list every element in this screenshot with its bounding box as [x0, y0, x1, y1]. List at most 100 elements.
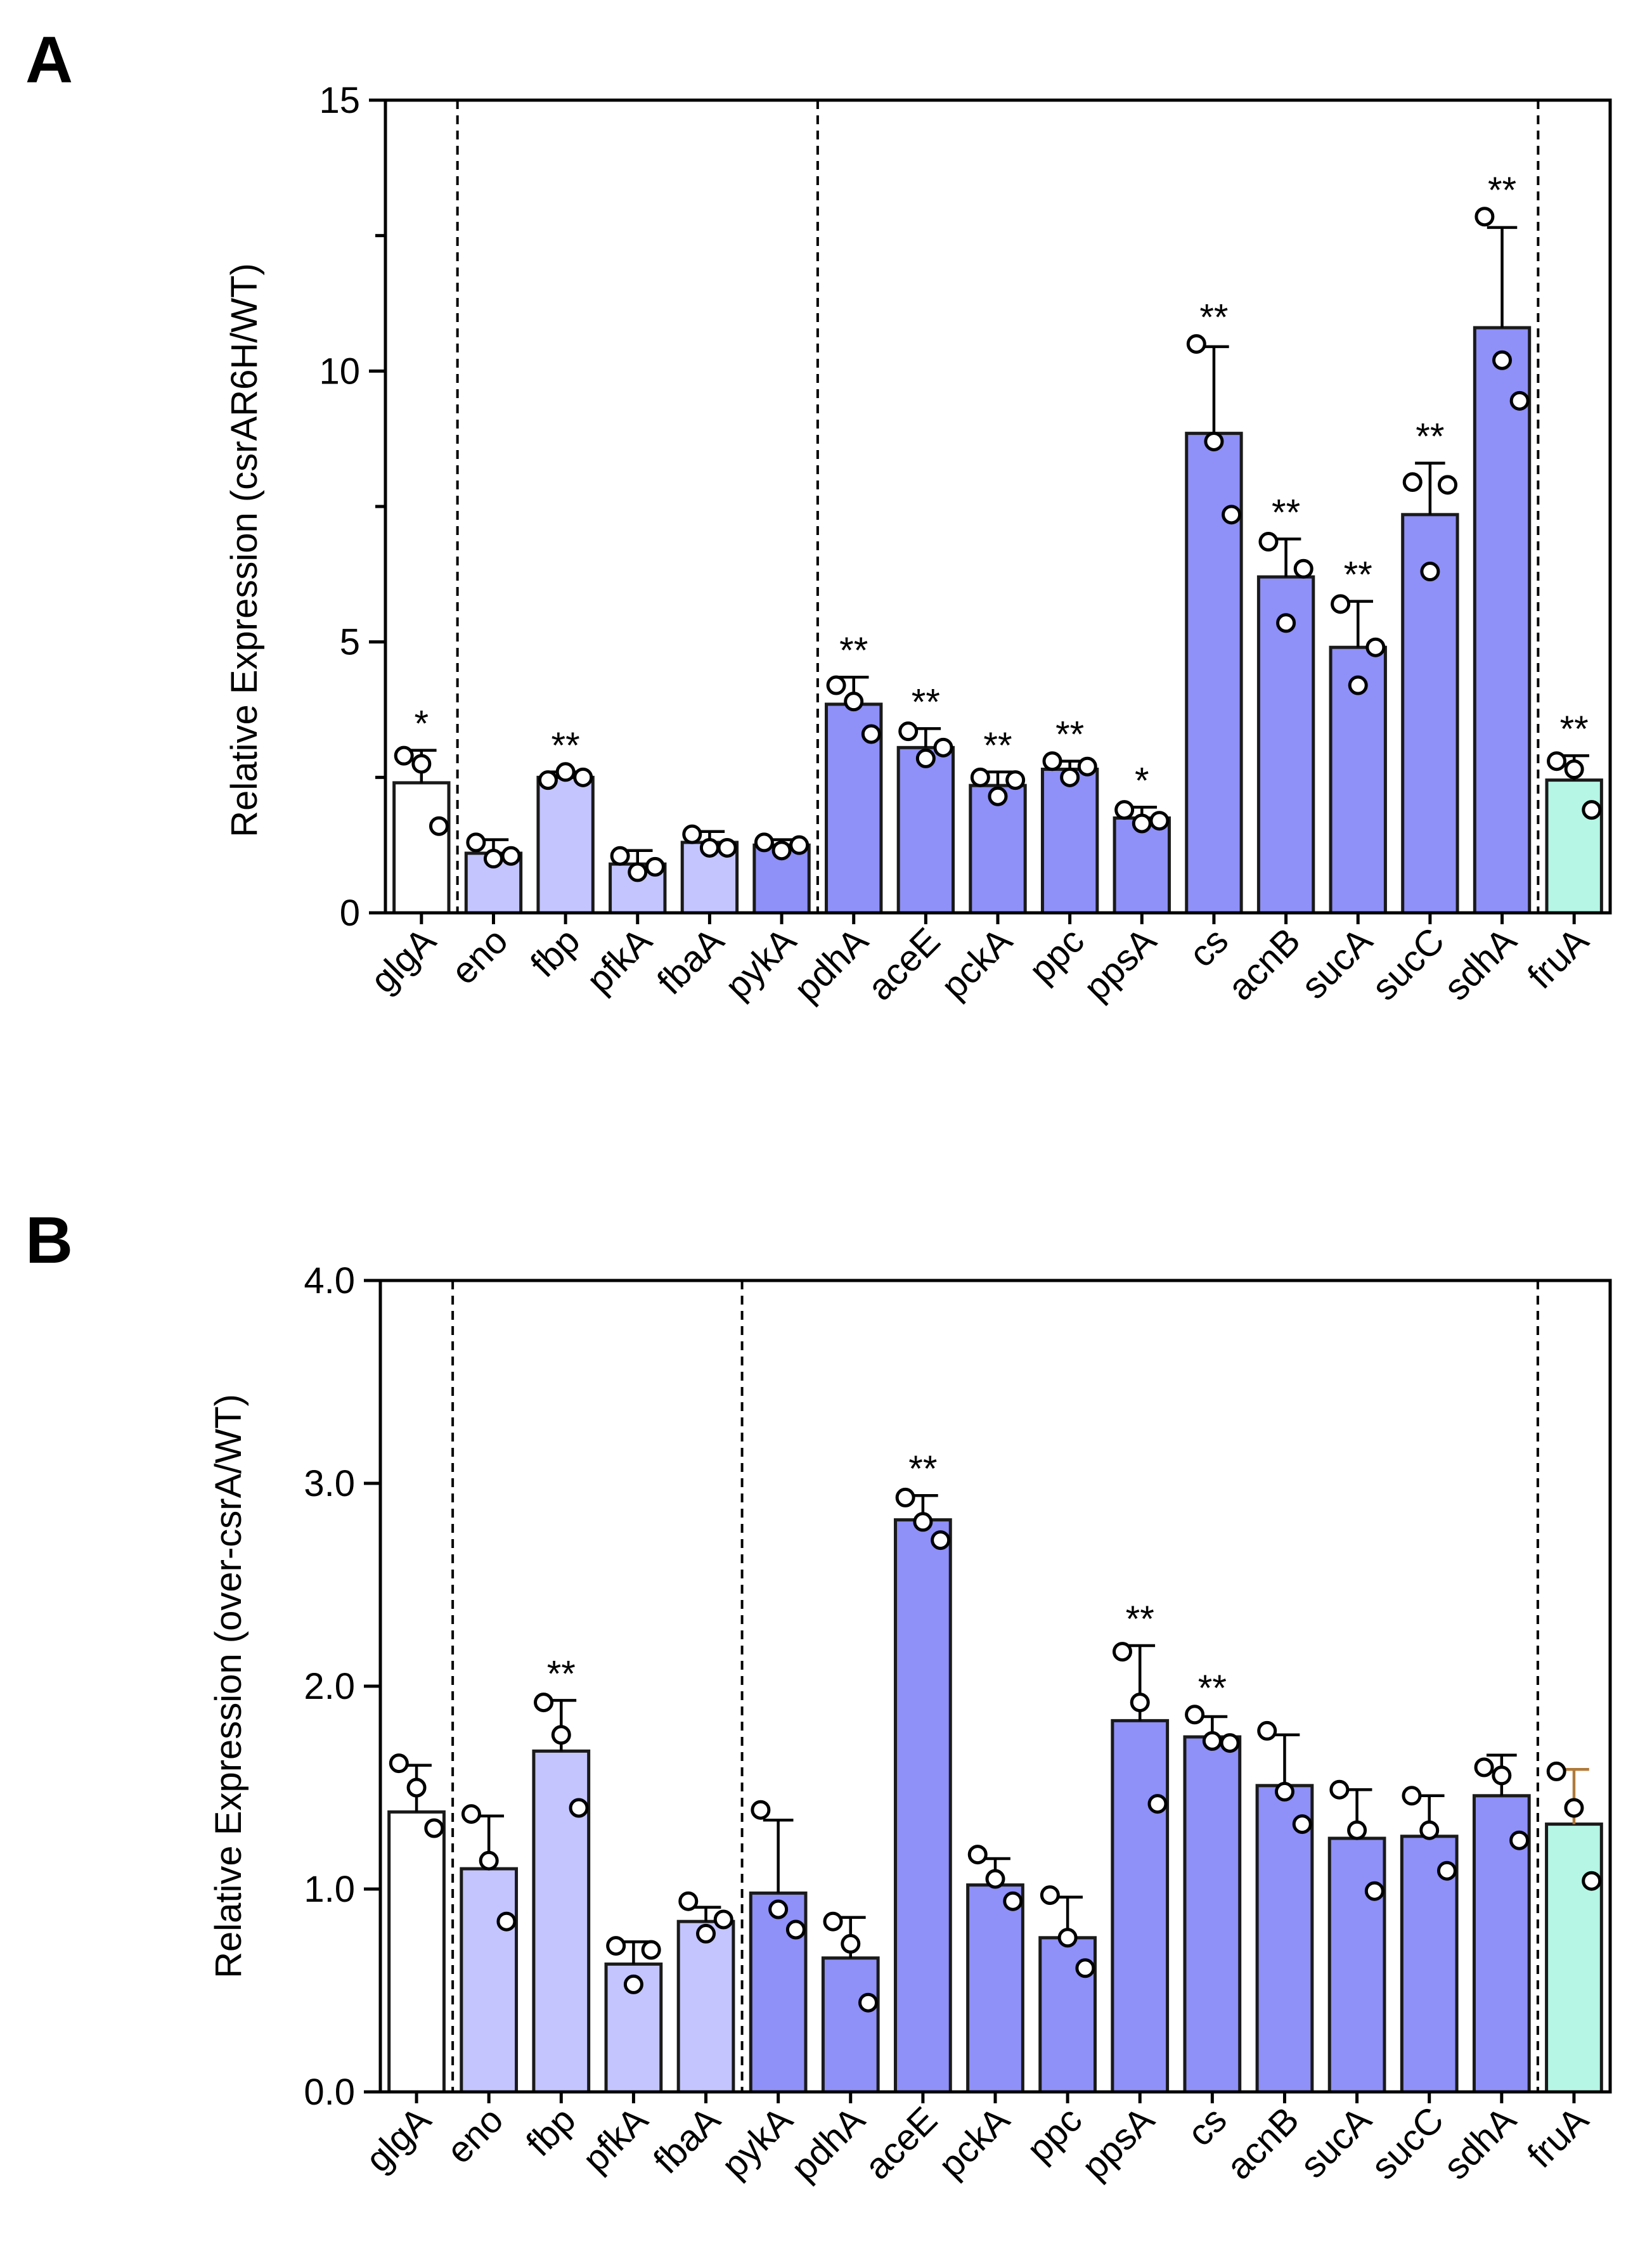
panel-b-point-pfkA-3 [641, 1940, 661, 1960]
panel-b-point-sucA-2 [1347, 1820, 1367, 1840]
panel-b-point-eno-2 [479, 1850, 499, 1871]
panel-b-point-ppsA-3 [1147, 1794, 1168, 1814]
panel-b-point-sdhA-3 [1509, 1830, 1530, 1850]
panel-a-point-fbp-1 [538, 770, 558, 790]
panel-b-point-pdhA-1 [823, 1911, 843, 1932]
panel-a-point-pdhA-2 [844, 692, 864, 712]
panel-a-point-pckA-2 [988, 786, 1008, 806]
panel-a-significance-ppsA: * [1135, 760, 1149, 801]
panel-b-point-ppsA-1 [1112, 1642, 1132, 1662]
panel-a-significance-glgA: * [415, 704, 429, 745]
panel-b-significance-aceE: ** [908, 1448, 937, 1490]
panel-a-significance-cs: ** [1199, 297, 1228, 339]
panel-a-point-cs-1 [1186, 334, 1206, 354]
panel-a-point-fruA-2 [1564, 759, 1584, 780]
panel-a-point-glgA-3 [429, 816, 449, 836]
panel-b-point-pckA-1 [967, 1845, 988, 1865]
panel-a-point-pfkA-2 [628, 862, 648, 882]
panel-a-bar-fbp [536, 775, 595, 915]
panel-b-point-ppsA-2 [1130, 1693, 1150, 1713]
panel-b-significance-ppsA: ** [1126, 1599, 1154, 1640]
panel-b-bar-pckA [966, 1883, 1024, 2094]
panel-a-point-eno-2 [483, 849, 503, 869]
panel-a-point-sdhA-1 [1475, 207, 1495, 227]
panel-b-point-aceE-2 [913, 1512, 933, 1532]
panel-a-point-eno-1 [466, 832, 486, 853]
panel-a-bar-glgA [392, 781, 451, 915]
panel-a-y-tick-label-0: 0 [340, 893, 360, 934]
panel-a-bar-sdhA [1473, 326, 1532, 915]
panel-letter-a: A [25, 23, 73, 97]
panel-b-point-ppc-3 [1075, 1958, 1095, 1978]
panel-a-point-cs-3 [1222, 505, 1242, 525]
panel-a-point-fruA-1 [1547, 751, 1567, 771]
panel-b-significance-cs: ** [1198, 1668, 1227, 1709]
panel-b-point-pykA-1 [751, 1800, 771, 1820]
panel-b-point-eno-3 [496, 1911, 517, 1932]
panel-b-point-fbp-3 [569, 1798, 589, 1818]
panel-a-errorbar-sdhA [1487, 226, 1518, 328]
panel-a-bar-pckA [969, 784, 1027, 915]
panel-b-point-pckA-2 [985, 1869, 1005, 1889]
panel-a-point-acnB-2 [1276, 613, 1296, 633]
panel-a-point-sucC-1 [1402, 472, 1423, 493]
panel-b-bar-fruA [1545, 1822, 1603, 2094]
panel-a-point-pfkA-1 [610, 846, 630, 866]
panel-b-point-pykA-3 [785, 1919, 806, 1940]
panel-b-point-sucC-3 [1436, 1861, 1457, 1881]
panel-a-point-fbaA-2 [699, 837, 720, 858]
panel-b-point-glgA-1 [389, 1753, 409, 1774]
panel-b-point-sucC-2 [1419, 1820, 1440, 1840]
panel-a-point-fruA-3 [1582, 800, 1602, 820]
panel-a-significance-fbp: ** [552, 725, 580, 766]
panel-a-point-pykA-3 [789, 835, 810, 855]
panel-b-point-pdhA-2 [841, 1933, 861, 1954]
panel-b-point-sucA-1 [1329, 1779, 1350, 1800]
panel-b-point-fruA-3 [1582, 1871, 1602, 1891]
panel-b-point-aceE-1 [895, 1487, 915, 1507]
panel-a-point-ppsA-2 [1132, 813, 1152, 834]
panel-letter-b: B [25, 1204, 73, 1277]
panel-a-significance-sucA: ** [1344, 555, 1372, 596]
panel-b-y-axis-title: Relative Expression (over-csrA/WT) [208, 1394, 249, 1978]
panel-a-significance-acnB: ** [1272, 492, 1300, 533]
panel-a-point-ppc-1 [1042, 751, 1062, 771]
panel-b-bar-cs [1183, 1735, 1242, 2094]
panel-b-point-cs-1 [1185, 1705, 1205, 1725]
panel-a-point-aceE-3 [933, 737, 953, 758]
panel-b-point-acnB-3 [1292, 1814, 1312, 1835]
panel-b-y-tick-label-3: 3.0 [304, 1463, 355, 1504]
panel-a-bar-aceE [896, 745, 955, 915]
panel-a-bar-acnB [1256, 575, 1315, 915]
panel-a-significance-ppc: ** [1055, 714, 1084, 756]
panel-a-point-ppc-2 [1060, 767, 1080, 787]
panel-a-y-axis-title: Relative Expression (csrAR6H/WT) [224, 263, 265, 837]
panel-b-point-eno-1 [461, 1804, 481, 1824]
panel-b-point-fbaA-1 [678, 1891, 699, 1911]
panel-a-y-tick-label-3: 15 [319, 80, 360, 121]
panel-b-point-aceE-3 [931, 1530, 951, 1551]
panel-a-point-acnB-1 [1258, 532, 1279, 552]
panel-b-point-pfkA-2 [623, 1974, 643, 1994]
panel-a-point-sucC-3 [1438, 475, 1458, 495]
panel-a-point-fbp-2 [555, 762, 576, 782]
panel-a-point-sucA-2 [1348, 675, 1368, 695]
panel-b-point-pdhA-3 [858, 1992, 879, 2013]
panel-a-point-acnB-3 [1293, 558, 1313, 579]
panel-b-point-acnB-2 [1274, 1781, 1294, 1802]
panel-a-point-sucA-3 [1365, 637, 1386, 657]
panel-b-point-sucC-1 [1402, 1786, 1422, 1806]
panel-a-point-aceE-2 [915, 748, 936, 768]
panel-a-significance-pdhA: ** [839, 630, 868, 671]
panel-a-point-ppc-3 [1077, 756, 1097, 777]
panel-a-point-fbaA-3 [717, 837, 737, 858]
panel-b-point-pykA-2 [768, 1899, 789, 1919]
panel-a-point-sdhA-3 [1509, 390, 1530, 411]
panel-b-y-tick-label-2: 2.0 [304, 1666, 355, 1707]
panel-a-point-pckA-1 [970, 767, 990, 787]
panel-b-point-ppc-1 [1040, 1885, 1060, 1906]
panel-b-bar-aceE [894, 1518, 952, 2094]
panel-b-point-pckA-3 [1003, 1891, 1023, 1911]
panel-a-point-pfkA-3 [645, 856, 665, 877]
